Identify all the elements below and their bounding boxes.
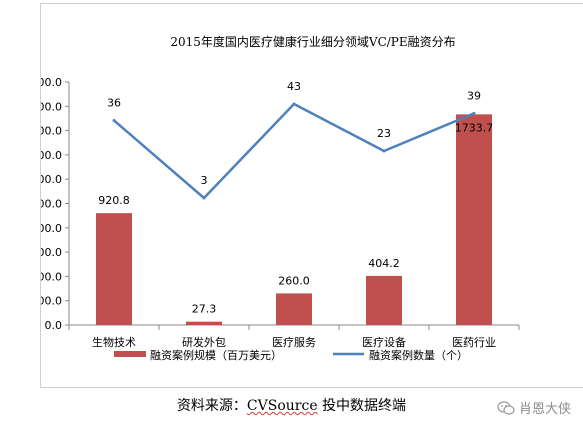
line-point bbox=[382, 149, 386, 153]
legend-label-bar: 融资案例规模（百万美元） bbox=[150, 348, 282, 362]
x-category-label: 医药行业 bbox=[452, 336, 496, 349]
watermark: 肖恩大侠 bbox=[497, 398, 571, 417]
x-category-label: 医疗设备 bbox=[362, 335, 406, 349]
y-tick-label: 1200.0 bbox=[41, 173, 62, 186]
bar bbox=[456, 114, 492, 325]
chart: 2015年度国内医疗健康行业细分领域VC/PE融资分布 0.0 200.0 400.… bbox=[41, 34, 520, 362]
y-tick-label: 2000.0 bbox=[41, 76, 62, 89]
line-value-label: 36 bbox=[107, 96, 121, 109]
line-point bbox=[472, 111, 476, 115]
y-tick-label: 200.0 bbox=[41, 295, 62, 308]
y-tick-label: 400.0 bbox=[41, 270, 62, 283]
y-tick-label: 1000.0 bbox=[41, 198, 62, 211]
bar-value-label: 920.8 bbox=[98, 194, 130, 207]
y-tick-label: 600.0 bbox=[41, 246, 62, 259]
y-tick-label: 800.0 bbox=[41, 222, 62, 235]
source-prefix: 资料来源： bbox=[176, 398, 247, 414]
line-point bbox=[292, 102, 296, 106]
chart-frame: 2015年度国内医疗健康行业细分领域VC/PE融资分布 0.0 200.0 400.… bbox=[40, 3, 583, 388]
line-point bbox=[112, 118, 116, 122]
y-tick-label: 1600.0 bbox=[41, 125, 62, 138]
line-point bbox=[202, 196, 206, 200]
source-suffix: 投中数据终端 bbox=[322, 398, 407, 414]
x-category-label: 医疗服务 bbox=[272, 335, 316, 349]
bar-value-label: 404.2 bbox=[368, 257, 400, 270]
x-category-label: 生物技术 bbox=[92, 335, 136, 349]
bar bbox=[276, 293, 312, 325]
x-category-label: 研发外包 bbox=[182, 335, 226, 349]
bar bbox=[186, 321, 222, 325]
wechat-icon bbox=[497, 400, 515, 415]
line-value-label: 39 bbox=[467, 89, 481, 102]
line-value-label: 43 bbox=[287, 80, 301, 93]
y-tick-label: 0.0 bbox=[45, 319, 63, 332]
line-value-label: 3 bbox=[201, 174, 208, 187]
y-tick-label: 1800.0 bbox=[41, 100, 62, 113]
bar-value-label: 1733.7 bbox=[455, 121, 494, 134]
bar bbox=[366, 275, 402, 325]
bar-value-label: 27.3 bbox=[192, 303, 217, 316]
source-note: 资料来源：CVSource 投中数据终端 bbox=[0, 395, 583, 415]
y-tick-label: 1400.0 bbox=[41, 149, 62, 162]
legend-label-line: 融资案例数量（个） bbox=[369, 348, 468, 362]
legend-swatch-bar bbox=[114, 351, 146, 357]
line-value-label: 23 bbox=[377, 127, 391, 140]
bar-value-label: 260.0 bbox=[278, 274, 310, 287]
source-name: CVSource bbox=[246, 398, 318, 414]
line-series-path bbox=[113, 102, 475, 200]
chart-title: 2015年度国内医疗健康行业细分领域VC/PE融资分布 bbox=[170, 34, 455, 49]
bar bbox=[96, 213, 132, 325]
watermark-text: 肖恩大侠 bbox=[518, 402, 571, 417]
